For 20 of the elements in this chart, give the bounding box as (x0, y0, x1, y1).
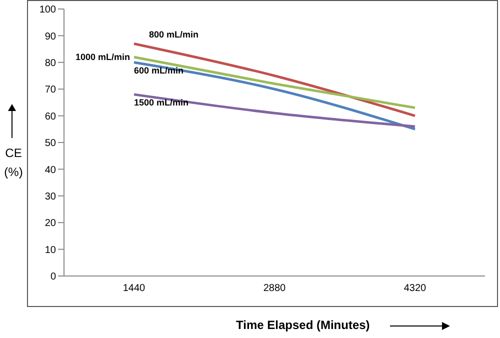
y-tick-label: 60 (44, 111, 56, 122)
x-axis-title: Time Elapsed (Minutes) (236, 318, 370, 332)
y-tick-label: 50 (44, 138, 56, 150)
series-label: 800 mL/min (149, 30, 199, 40)
y-tick-label: 100 (39, 4, 56, 16)
y-tick-label: 70 (44, 84, 56, 96)
x-tick-label: 4320 (404, 283, 427, 294)
series-label: 1000 mL/min (75, 52, 130, 62)
y-tick-label: 80 (44, 58, 56, 69)
series-label: 600 mL/min (134, 65, 184, 76)
x-tick-label: 2880 (263, 283, 286, 294)
y-tick-label: 10 (44, 244, 56, 256)
y-tick-label: 40 (44, 164, 56, 176)
series-label: 1500 mL/min (134, 97, 189, 108)
y-axis-title: CE (%) (3, 145, 24, 181)
y-tick-label: 0 (50, 272, 56, 283)
x-tick-label: 1440 (122, 283, 146, 294)
y-tick-label: 20 (44, 218, 56, 230)
y-tick-label: 90 (44, 31, 56, 42)
y-tick-label: 30 (44, 191, 56, 202)
